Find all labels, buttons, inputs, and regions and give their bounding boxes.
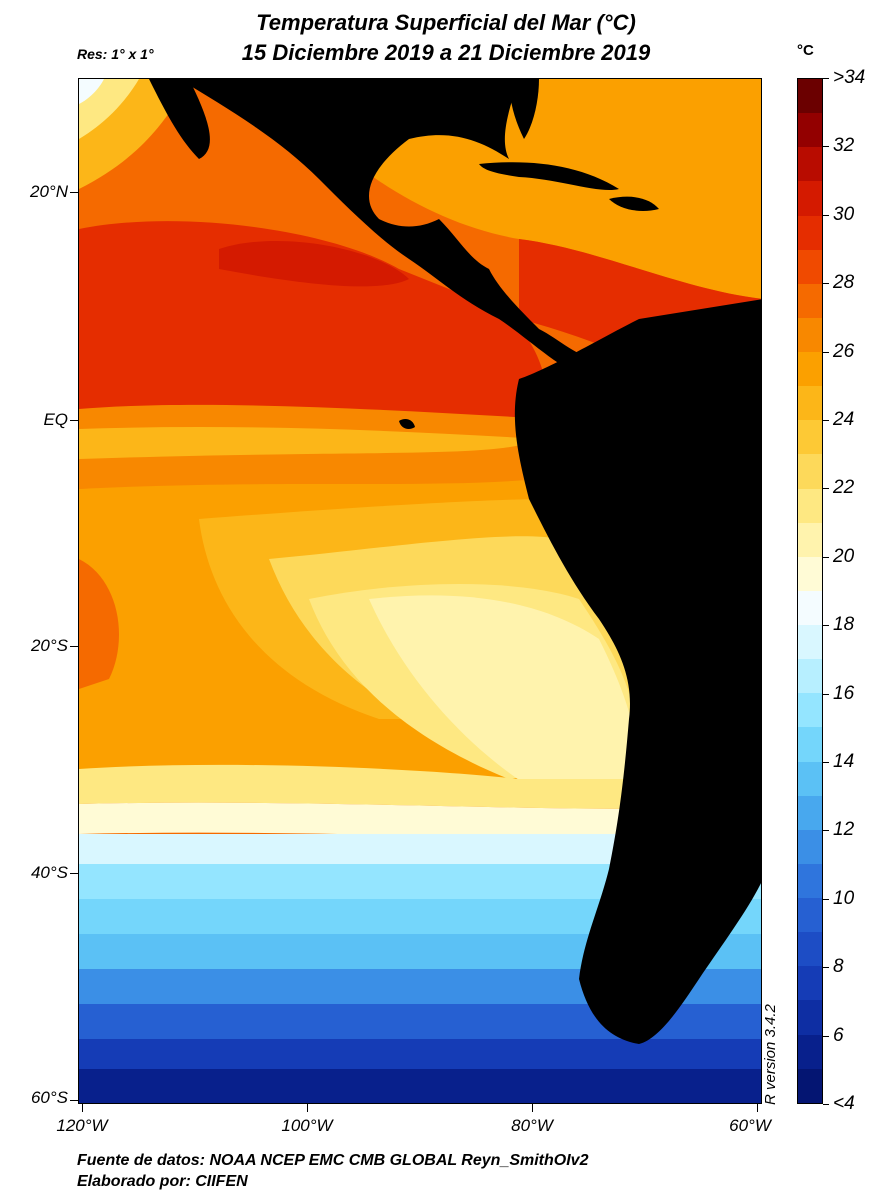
- colorbar-label: 12: [833, 819, 855, 841]
- colorbar-swatch: [798, 1000, 822, 1035]
- colorbar-swatch: [798, 420, 822, 455]
- colorbar-label: 10: [833, 887, 855, 909]
- lon-tick: [307, 1104, 308, 1112]
- colorbar-swatch: [798, 659, 822, 694]
- colorbar-swatch: [798, 181, 822, 216]
- colorbar-swatch: [798, 454, 822, 489]
- colorbar-swatch: [798, 386, 822, 421]
- colorbar-swatch: [798, 761, 822, 796]
- lat-label-40s: 40°S: [30, 863, 68, 882]
- colorbar-label: 22: [833, 477, 855, 499]
- map-title: Temperatura Superficial del Mar (°C): [256, 10, 636, 35]
- colorbar-label: 20: [833, 545, 855, 567]
- colorbar-swatch: [798, 863, 822, 898]
- colorbar-swatch: [798, 932, 822, 967]
- lat-tick: [70, 873, 78, 874]
- colorbar-swatch: [798, 1034, 822, 1069]
- colorbar-label: 24: [833, 409, 855, 430]
- colorbar-swatch: [798, 898, 822, 933]
- colorbar-tick: [823, 351, 829, 353]
- colorbar-swatch: [798, 283, 822, 318]
- colorbar-swatch: [798, 1068, 822, 1103]
- lon-tick: [82, 1104, 83, 1112]
- colorbar-swatch: [798, 522, 822, 557]
- colorbar-tick: [823, 556, 829, 558]
- lat-label-eq: EQ: [43, 410, 68, 429]
- lon-tick: [757, 1104, 758, 1112]
- colorbar-swatch: [798, 249, 822, 284]
- colorbar-tick: [823, 146, 829, 148]
- land-caribbean: [479, 162, 619, 191]
- colorbar-tick: [823, 967, 829, 969]
- data-source-label: Fuente de datos: NOAA NCEP EMC CMB GLOBA…: [77, 1152, 589, 1169]
- colorbar-label: 6: [833, 1024, 844, 1046]
- colorbar-swatch: [798, 625, 822, 660]
- colorbar-label: 30: [833, 203, 855, 225]
- colorbar-swatch: [798, 113, 822, 148]
- colorbar-tick: [823, 1104, 829, 1105]
- land-north-america: [179, 79, 639, 403]
- colorbar-tick: [823, 830, 829, 832]
- lat-label-60s: 60°S: [30, 1088, 68, 1107]
- colorbar-label: <4: [833, 1093, 855, 1114]
- colorbar-tick: [823, 214, 829, 216]
- colorbar-tick: [823, 78, 829, 79]
- land-baja: [149, 79, 210, 159]
- colorbar-swatch: [798, 829, 822, 864]
- colorbar-label: 18: [833, 614, 855, 636]
- sst-field: [79, 79, 761, 1103]
- colorbar-swatch: [798, 795, 822, 830]
- colorbar-swatch: [798, 693, 822, 728]
- colorbar-label: 8: [833, 956, 844, 978]
- lon-label-60w: 60°W: [729, 1116, 771, 1135]
- colorbar-label: 16: [833, 682, 855, 704]
- land-south-america: [514, 299, 761, 1044]
- colorbar-swatch: [798, 966, 822, 1001]
- colorbar-unit: °C: [797, 42, 814, 59]
- lat-label-20s: 20°S: [30, 636, 68, 655]
- colorbar-swatch: [798, 215, 822, 250]
- colorbar-label: 28: [833, 272, 855, 294]
- colorbar-swatch: [798, 556, 822, 591]
- colorbar-swatch: [798, 590, 822, 625]
- author-label: Elaborado por: CIIFEN: [77, 1173, 248, 1190]
- colorbar-tick: [823, 762, 829, 763]
- colorbar-label: >34: [833, 67, 866, 88]
- resolution-label: Res: 1° x 1°: [77, 46, 154, 62]
- colorbar-tick: [823, 488, 829, 490]
- colorbar-tick: [823, 420, 829, 421]
- lon-label-100w: 100°W: [281, 1116, 333, 1135]
- colorbar-tick: [823, 693, 829, 695]
- colorbar-swatch: [798, 352, 822, 387]
- colorbar-label: 32: [833, 135, 855, 157]
- colorbar-tick: [823, 625, 829, 627]
- colorbar-label: 14: [833, 751, 855, 772]
- lat-tick: [70, 1100, 78, 1101]
- colorbar-label: 26: [833, 340, 855, 362]
- r-version-label: R version 3.4.2: [762, 1004, 779, 1105]
- colorbar-tick: [823, 283, 829, 285]
- sst-map: [78, 78, 762, 1104]
- lon-tick: [532, 1104, 533, 1112]
- colorbar-swatch: [798, 147, 822, 182]
- lat-tick: [70, 192, 78, 193]
- colorbar-swatch: [798, 317, 822, 352]
- colorbar: [797, 78, 823, 1104]
- lon-label-80w: 80°W: [511, 1116, 553, 1135]
- lat-tick: [70, 646, 78, 647]
- colorbar-tick: [823, 1035, 829, 1037]
- lat-label-20n: 20°N: [30, 182, 68, 201]
- lat-tick: [70, 420, 78, 421]
- colorbar-tick: [823, 898, 829, 900]
- colorbar-swatch: [798, 488, 822, 523]
- lon-label-120w: 120°W: [56, 1116, 108, 1135]
- colorbar-swatch: [798, 727, 822, 762]
- map-subtitle-dates: 15 Diciembre 2019 a 21 Diciembre 2019: [241, 40, 651, 65]
- colorbar-swatch: [798, 79, 822, 114]
